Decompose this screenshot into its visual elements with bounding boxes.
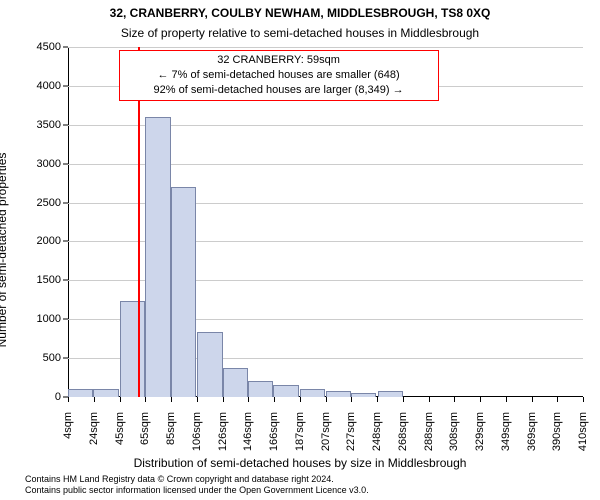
y-tick-label: 1500 [26, 274, 61, 286]
x-tick [403, 397, 404, 402]
x-tick [557, 397, 558, 402]
x-tick [94, 397, 95, 402]
y-tick-label: 4000 [26, 80, 61, 92]
histogram-bar [197, 332, 222, 397]
y-tick-label: 3000 [26, 158, 61, 170]
x-tick [248, 397, 249, 402]
histogram-bar [120, 301, 145, 397]
annotation-line-3: 92% of semi-detached houses are larger (… [126, 83, 432, 98]
copyright-notice: Contains HM Land Registry data © Crown c… [25, 474, 369, 497]
x-tick [583, 397, 584, 402]
histogram-bar [93, 389, 118, 397]
x-tick [223, 397, 224, 402]
histogram-bar [248, 381, 273, 397]
x-tick [326, 397, 327, 402]
x-tick [377, 397, 378, 402]
chart-title-address: 32, CRANBERRY, COULBY NEWHAM, MIDDLESBRO… [0, 6, 600, 20]
histogram-bar [171, 187, 196, 397]
histogram-bar [145, 117, 170, 397]
histogram-bar [378, 391, 403, 397]
y-tick-label: 500 [26, 352, 61, 364]
x-tick [454, 397, 455, 402]
property-size-histogram: 32, CRANBERRY, COULBY NEWHAM, MIDDLESBRO… [0, 0, 600, 500]
y-tick [63, 241, 68, 242]
histogram-bar [68, 389, 93, 397]
annotation-box: 32 CRANBERRY: 59sqm← 7% of semi-detached… [119, 50, 439, 101]
y-tick [63, 163, 68, 164]
y-tick [63, 358, 68, 359]
histogram-bar [273, 385, 298, 397]
y-tick [63, 124, 68, 125]
annotation-line-1: 32 CRANBERRY: 59sqm [126, 53, 432, 68]
x-tick [532, 397, 533, 402]
y-axis-label: Number of semi-detached properties [0, 55, 9, 250]
y-tick [63, 47, 68, 48]
annotation-line-2: ← 7% of semi-detached houses are smaller… [126, 68, 432, 83]
y-tick-label: 2000 [26, 235, 61, 247]
histogram-bar [300, 389, 325, 397]
x-tick [274, 397, 275, 402]
x-tick [506, 397, 507, 402]
y-tick [63, 202, 68, 203]
copyright-line-2: Contains public sector information licen… [25, 485, 369, 496]
y-tick [63, 319, 68, 320]
y-tick-label: 1000 [26, 313, 61, 325]
y-tick-label: 3500 [26, 119, 61, 131]
x-tick [480, 397, 481, 402]
histogram-bar [326, 391, 351, 397]
x-tick [171, 397, 172, 402]
y-tick [63, 85, 68, 86]
x-tick [197, 397, 198, 402]
x-axis-label: Distribution of semi-detached houses by … [0, 456, 600, 470]
x-tick [120, 397, 121, 402]
gridline [68, 47, 583, 48]
x-tick [429, 397, 430, 402]
x-tick [145, 397, 146, 402]
histogram-bar [351, 393, 376, 397]
y-tick-label: 2500 [26, 197, 61, 209]
histogram-bar [223, 368, 248, 397]
x-tick [351, 397, 352, 402]
plot-area: 0500100015002000250030003500400045004sqm… [68, 47, 583, 397]
copyright-line-1: Contains HM Land Registry data © Crown c… [25, 474, 369, 485]
x-tick [300, 397, 301, 402]
y-tick [63, 280, 68, 281]
y-tick-label: 0 [26, 391, 61, 403]
chart-subtitle: Size of property relative to semi-detach… [0, 26, 600, 40]
x-tick [68, 397, 69, 402]
y-tick-label: 4500 [26, 41, 61, 53]
